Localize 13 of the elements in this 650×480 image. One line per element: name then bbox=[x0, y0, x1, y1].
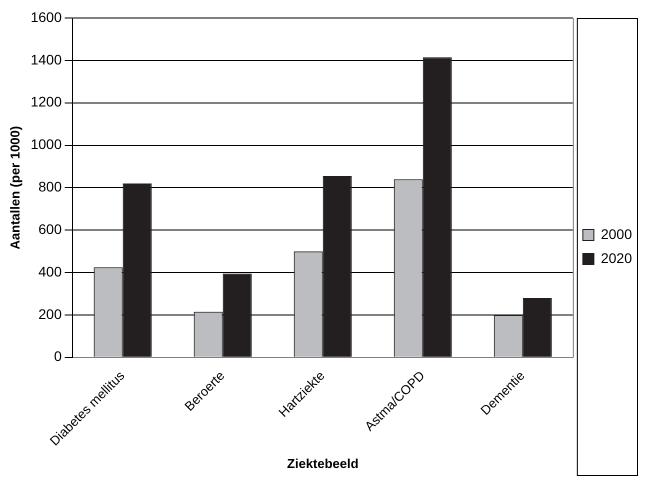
y-tick-label: 1000 bbox=[30, 136, 62, 152]
y-axis-title: Aantallen (per 1000) bbox=[7, 126, 22, 250]
y-tick-label: 200 bbox=[38, 306, 62, 322]
y-tick-label: 400 bbox=[38, 263, 62, 280]
legend-label: 2000 bbox=[600, 226, 632, 242]
y-tick-label: 1200 bbox=[30, 94, 62, 110]
y-tick-label: 1400 bbox=[30, 51, 62, 68]
y-tick-label: 600 bbox=[38, 220, 62, 237]
y-tick-label: 0 bbox=[54, 348, 62, 364]
legend-label: 2020 bbox=[600, 250, 632, 266]
x-axis-title: Ziektebeeld bbox=[287, 456, 359, 471]
y-tick-label: 1600 bbox=[30, 8, 62, 25]
y-tick-label: 800 bbox=[38, 178, 62, 195]
